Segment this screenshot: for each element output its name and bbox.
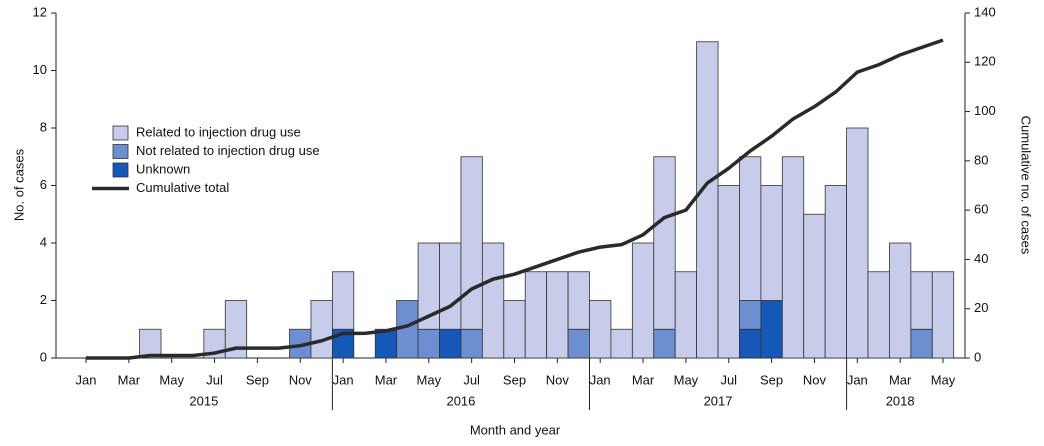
bar-segment [653,156,676,330]
bar-segment [739,328,762,359]
year-label: 2017 [704,393,733,408]
legend-label: Not related to injection drug use [136,143,320,158]
x-tick-label: Jul [463,372,480,387]
cumulative-line [86,38,944,360]
bar-segment [717,185,740,359]
x-tick-label: May [159,372,184,387]
x-tick-label: May [931,372,956,387]
bar-segment [674,271,698,359]
legend-swatch [112,144,129,159]
bar-segment [846,127,869,359]
x-tick-label: Jan [847,372,868,387]
bar-segment [739,156,762,301]
bar-segment [739,300,762,330]
legend-label: Cumulative total [136,180,229,195]
y-tick-label: 12 [33,4,47,19]
bar-segment [503,300,526,359]
bar-segment [781,156,805,359]
x-tick-label: Nov [546,372,570,387]
x-tick-label: Sep [503,372,526,387]
bar-segment [696,41,719,359]
x-tick-label: May [674,372,699,387]
x-tick-label: Jan [76,372,97,387]
bar-segment [460,328,483,359]
x-tick-label: Sep [760,372,783,387]
bar-segment [567,271,590,330]
bar-segment [760,300,783,359]
bar-segment [610,328,633,359]
x-tick-label: Jul [206,372,223,387]
y-tick-label: 10 [33,62,47,77]
x-axis-title: Month and year [470,422,561,437]
bar-segment [931,271,955,359]
y2-tick-label: 60 [974,202,988,217]
y2-tick-label: 20 [974,300,988,315]
x-tick-label: Sep [246,372,269,387]
bar-segment [331,271,355,330]
bar-segment [481,242,505,359]
legend-swatch [112,125,129,141]
bar-segment [803,213,826,359]
year-label: 2018 [886,393,915,408]
bar-segment [589,300,612,359]
y-tick-label: 2 [40,292,47,307]
x-tick-label: Nov [289,372,313,387]
year-label: 2015 [189,393,218,408]
x-tick-label: Mar [889,372,912,387]
y2-tick-label: 140 [974,4,996,19]
x-tick-label: May [417,372,442,387]
bar-segment [310,300,333,359]
legend-label: Related to injection drug use [136,124,301,139]
bar-segment [546,271,569,359]
x-tick-label: Nov [803,372,827,387]
bar-segment [224,300,248,359]
x-tick-label: Mar [632,372,655,387]
y2-tick-label: 100 [974,103,996,118]
bar-segment [439,242,462,330]
y2-tick-label: 120 [974,54,996,69]
x-tick-label: Mar [118,372,141,387]
y2-axis-title: Cumulative no. of cases [1019,116,1034,255]
x-tick-label: Mar [375,372,398,387]
x-tick-label: Jul [720,372,737,387]
y-tick-label: 4 [40,234,47,249]
legend-swatch [112,162,129,178]
bar-segment [867,271,890,359]
bar-segment [139,328,162,359]
bar-segment [760,185,783,301]
bar-segment [824,185,847,359]
bar-segment [653,328,676,359]
bar-segment [524,271,548,359]
x-tick-label: Jan [333,372,354,387]
bar-segment [889,242,912,359]
bar-segment [567,328,590,359]
y2-tick-label: 40 [974,251,988,266]
bar-segment [417,328,440,359]
bar-segment [631,242,655,359]
bar-segment [439,328,462,359]
legend-label: Unknown [136,161,190,176]
bar-segment [374,328,398,359]
x-tick-label: Jan [590,372,611,387]
y-tick-label: 8 [40,119,47,134]
y-axis-title: No. of cases [11,148,26,221]
y2-tick-label: 0 [974,349,981,364]
year-label: 2016 [446,393,475,408]
y-tick-label: 6 [40,177,47,192]
bar-segment [910,271,933,330]
y2-tick-label: 80 [974,152,988,167]
bar-segment [460,156,483,330]
y-tick-label: 0 [40,349,47,364]
bar-segment [910,328,933,359]
